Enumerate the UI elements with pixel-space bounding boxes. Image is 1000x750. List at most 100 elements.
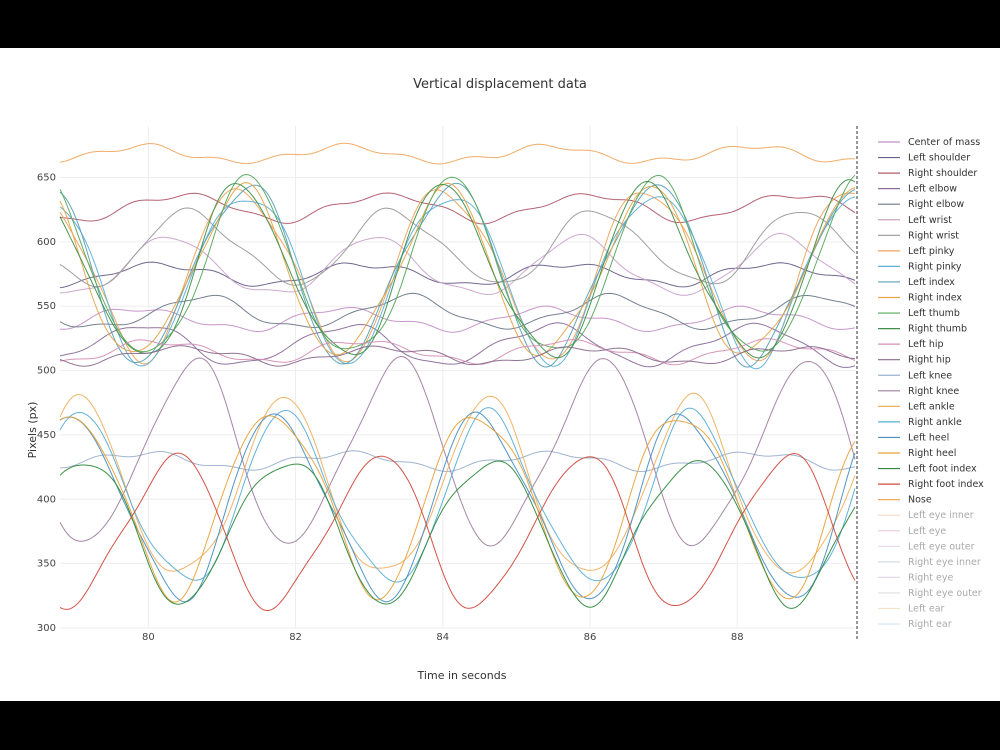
x-tick-label: 80 <box>142 632 155 643</box>
chart-svg: Vertical displacement data Time in secon… <box>26 77 984 682</box>
y-tick-label: 300 <box>37 623 56 634</box>
series-line-right-pinky[interactable] <box>59 196 856 370</box>
series-line-left-index[interactable] <box>59 182 856 368</box>
legend-label: Right thumb <box>908 324 967 335</box>
legend-label: Right pinky <box>908 261 962 272</box>
legend-item[interactable]: Center of mass <box>878 137 980 148</box>
legend-item[interactable]: Nose <box>878 495 932 506</box>
legend-label: Center of mass <box>908 137 980 148</box>
series-line-left-shoulder[interactable] <box>59 261 856 289</box>
legend-label: Left wrist <box>908 215 952 226</box>
legend-item[interactable]: Right ear <box>878 619 952 630</box>
series-line-left-ankle[interactable] <box>59 392 856 574</box>
y-tick-label: 350 <box>37 559 56 570</box>
series-line-right-foot-index[interactable] <box>59 452 856 611</box>
series-line-nose[interactable] <box>59 142 856 165</box>
legend-item[interactable]: Right index <box>878 293 962 304</box>
legend-item[interactable]: Left ear <box>878 604 945 615</box>
series-line-right-thumb[interactable] <box>59 179 856 359</box>
legend-item[interactable]: Right knee <box>878 386 959 397</box>
legend-label: Right eye outer <box>908 588 982 599</box>
legend-label: Right ear <box>908 619 952 630</box>
legend-item[interactable]: Left elbow <box>878 184 957 195</box>
series-line-left-heel[interactable] <box>59 411 856 603</box>
legend-item[interactable]: Left shoulder <box>878 153 970 164</box>
legend-item[interactable]: Right eye <box>878 572 954 583</box>
legend-label: Left knee <box>908 370 952 381</box>
series-line-left-hip[interactable] <box>59 338 856 366</box>
chart-title: Vertical displacement data <box>413 77 587 92</box>
legend-item[interactable]: Right heel <box>878 448 956 459</box>
series-line-right-knee[interactable] <box>59 355 856 547</box>
legend-item[interactable]: Right hip <box>878 355 951 366</box>
legend-item[interactable]: Right thumb <box>878 324 967 335</box>
legend-label: Right knee <box>908 386 959 397</box>
legend-label: Left eye outer <box>908 541 975 552</box>
legend-item[interactable]: Right eye inner <box>878 557 981 568</box>
legend-label: Right hip <box>908 355 951 366</box>
legend-label: Left eye inner <box>908 510 974 521</box>
x-tick-label: 82 <box>289 632 302 643</box>
legend-label: Right ankle <box>908 417 962 428</box>
legend-label: Right shoulder <box>908 168 977 179</box>
legend-label: Left ear <box>908 604 945 615</box>
x-tick-label: 84 <box>436 632 449 643</box>
legend-item[interactable]: Left index <box>878 277 955 288</box>
legend-item[interactable]: Left eye inner <box>878 510 974 521</box>
legend-label: Right elbow <box>908 199 964 210</box>
legend-item[interactable]: Left pinky <box>878 246 955 257</box>
y-tick-label: 650 <box>37 172 56 183</box>
legend-item[interactable]: Left knee <box>878 370 952 381</box>
chart-frame: Vertical displacement data Time in secon… <box>0 48 1000 701</box>
series-line-left-foot-index[interactable] <box>59 460 856 609</box>
legend-item[interactable]: Right wrist <box>878 230 959 241</box>
axis-ticks: 300 350 400 450 500 550 600 650 80 82 84 86 88 <box>37 172 744 643</box>
legend-item[interactable]: Left hip <box>878 339 944 350</box>
legend-label: Right eye <box>908 572 954 583</box>
legend-label: Right eye inner <box>908 557 981 568</box>
legend-item[interactable]: Right foot index <box>878 479 984 490</box>
series-line-right-hip[interactable] <box>59 345 856 367</box>
legend-item[interactable]: Right elbow <box>878 199 964 210</box>
y-tick-label: 400 <box>37 494 56 505</box>
legend-label: Left heel <box>908 432 949 443</box>
series-line-right-ankle[interactable] <box>59 407 856 583</box>
legend-item[interactable]: Right eye outer <box>878 588 982 599</box>
series-line-right-elbow[interactable] <box>59 292 856 330</box>
legend-label: Right wrist <box>908 230 959 241</box>
legend-item[interactable]: Right shoulder <box>878 168 977 179</box>
legend-label: Left thumb <box>908 308 960 319</box>
x-axis-label: Time in seconds <box>417 669 507 682</box>
series-line-right-index[interactable] <box>59 182 856 357</box>
legend-label: Left index <box>908 277 955 288</box>
legend-item[interactable]: Right ankle <box>878 417 962 428</box>
series-line-left-knee[interactable] <box>59 450 856 473</box>
legend: Center of mass Left shoulder Right shoulde… <box>878 137 984 630</box>
legend-item[interactable]: Left ankle <box>878 401 955 412</box>
legend-item[interactable]: Left heel <box>878 432 949 443</box>
y-tick-label: 600 <box>37 237 56 248</box>
legend-item[interactable]: Left foot index <box>878 464 977 475</box>
legend-label: Left pinky <box>908 246 955 257</box>
series-lines <box>59 142 856 611</box>
series-line-left-pinky[interactable] <box>59 188 856 365</box>
series-line-center-of-mass[interactable] <box>59 305 856 333</box>
series-line-left-wrist[interactable] <box>59 232 856 296</box>
legend-label: Left elbow <box>908 184 957 195</box>
series-line-right-wrist[interactable] <box>59 207 856 288</box>
series-line-right-shoulder[interactable] <box>59 192 856 225</box>
legend-item[interactable]: Left thumb <box>878 308 960 319</box>
legend-label: Left ankle <box>908 401 955 412</box>
legend-item[interactable]: Left eye outer <box>878 541 975 552</box>
legend-item[interactable]: Left wrist <box>878 215 952 226</box>
legend-item[interactable]: Right pinky <box>878 261 962 272</box>
series-line-left-thumb[interactable] <box>59 173 856 353</box>
legend-label: Left shoulder <box>908 153 970 164</box>
legend-label: Right index <box>908 293 962 304</box>
legend-label: Left hip <box>908 339 944 350</box>
y-axis-label: Pixels (px) <box>26 402 39 459</box>
legend-item[interactable]: Left eye <box>878 526 946 537</box>
series-line-right-heel[interactable] <box>59 415 856 603</box>
legend-label: Right foot index <box>908 479 984 490</box>
x-tick-label: 86 <box>584 632 597 643</box>
